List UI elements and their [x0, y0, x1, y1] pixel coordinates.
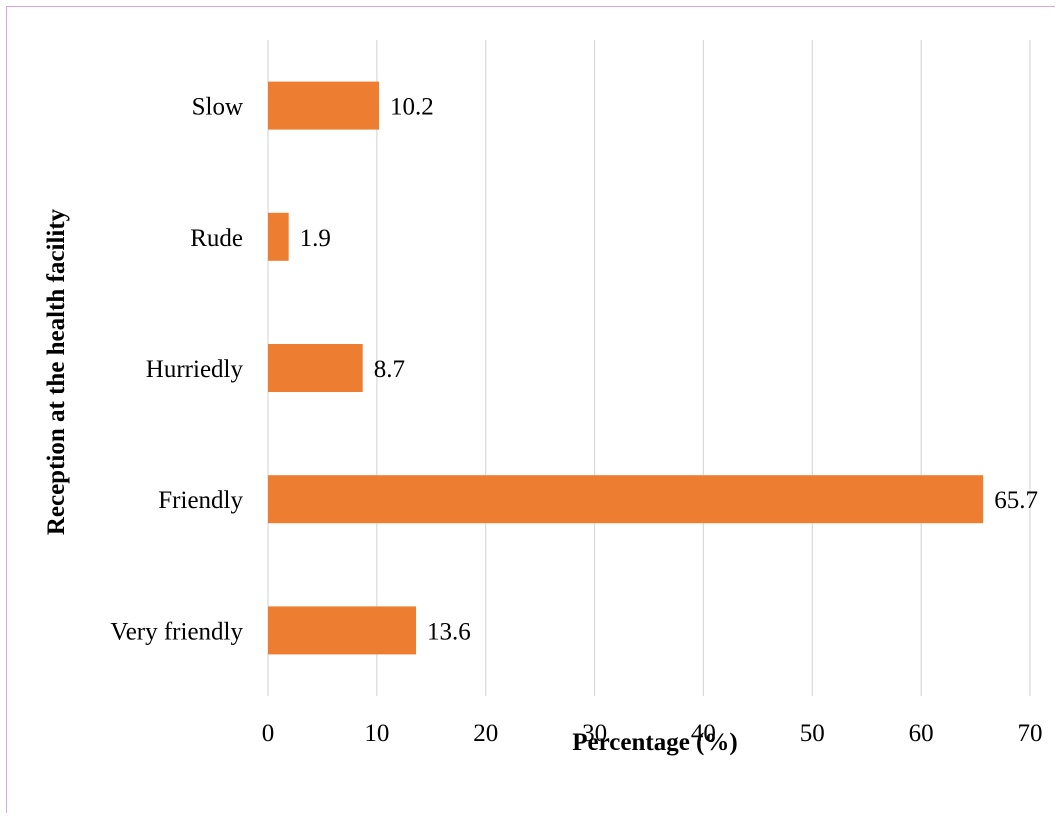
category-label: Very friendly [110, 618, 243, 645]
x-tick-label: 0 [262, 720, 275, 747]
category-label: Slow [192, 94, 243, 121]
x-axis-title: Percentage (%) [572, 729, 737, 756]
bars [268, 81, 984, 655]
x-tick-label: 70 [1018, 720, 1043, 747]
category-label: Rude [190, 225, 243, 252]
bar-rude [268, 212, 289, 261]
x-tick-label: 60 [909, 720, 934, 747]
x-tick-label: 30 [582, 720, 607, 747]
bar-hurriedly [268, 344, 363, 392]
data-labels: 10.2 1.9 8.7 65.7 13.6 [300, 94, 1038, 646]
x-tick-label: 20 [473, 720, 498, 747]
data-label: 8.7 [374, 356, 405, 383]
x-tick-labels: 0 10 20 30 40 50 60 70 [262, 720, 1043, 747]
data-label: 13.6 [427, 618, 471, 645]
category-label: Friendly [158, 487, 243, 514]
x-tick-label: 40 [691, 720, 716, 747]
x-tick-label: 10 [364, 720, 389, 747]
data-label: 10.2 [390, 94, 434, 121]
category-label: Hurriedly [146, 356, 244, 383]
data-label: 65.7 [994, 487, 1038, 514]
y-axis-title: Reception at the health facility [43, 208, 70, 535]
bar-slow [268, 81, 380, 130]
bar-very-friendly [268, 606, 417, 655]
x-tick-label: 50 [800, 720, 825, 747]
bar-friendly [268, 475, 984, 524]
category-labels: Slow Rude Hurriedly Friendly Very friendly [110, 94, 243, 646]
data-label: 1.9 [300, 225, 331, 252]
chart-frame [6, 6, 1055, 813]
